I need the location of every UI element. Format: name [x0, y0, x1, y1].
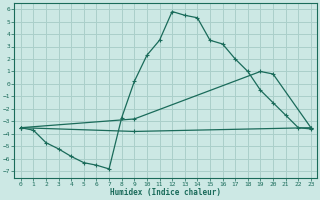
X-axis label: Humidex (Indice chaleur): Humidex (Indice chaleur) — [110, 188, 221, 197]
